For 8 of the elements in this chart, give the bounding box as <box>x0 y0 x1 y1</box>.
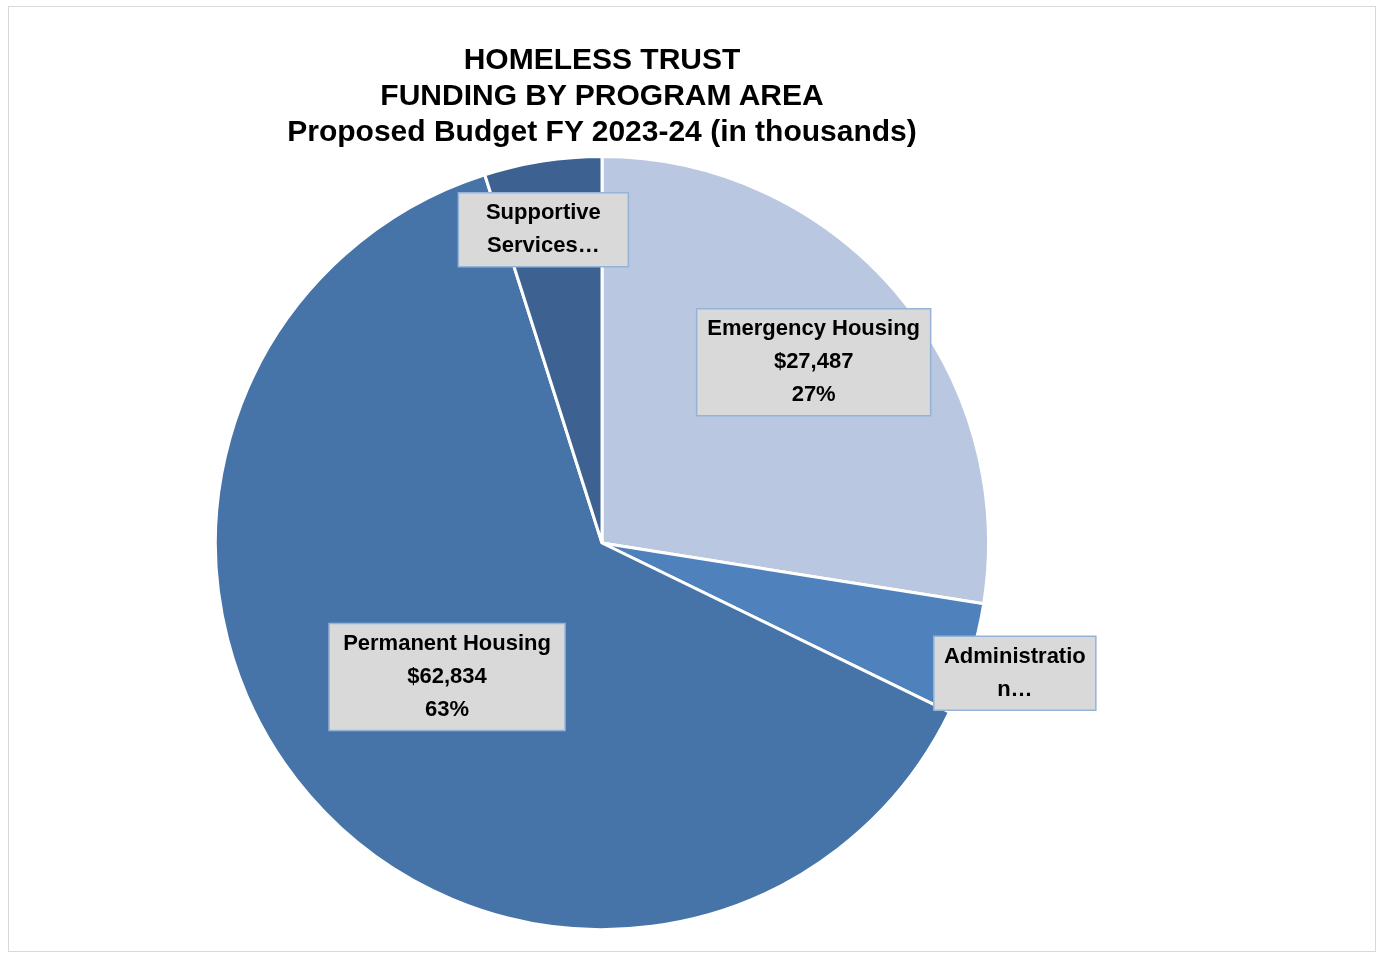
slice-label: Supportive Services… <box>485 199 601 258</box>
chart-title: HOMELESS TRUST FUNDING BY PROGRAM AREA <box>380 42 824 112</box>
data-label: $27,487 27% <box>773 348 854 407</box>
slice-label: Permanent Housing <box>343 630 551 656</box>
slice-label: Emergency Housing <box>707 315 921 341</box>
data-label: $62,834 63% <box>407 663 488 722</box>
slice-label: Administration… <box>943 642 1086 701</box>
chart-subtitle: Proposed Budget FY 2023-24 (in thousands) <box>287 114 917 148</box>
